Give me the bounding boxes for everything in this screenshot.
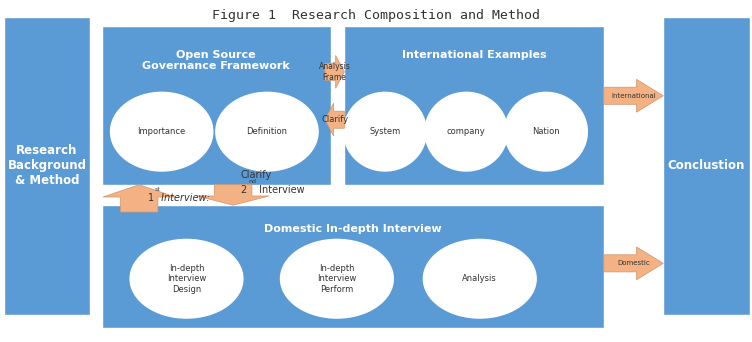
Text: In-depth
Interview
Perform: In-depth Interview Perform	[317, 264, 356, 294]
Text: 1: 1	[148, 193, 154, 203]
Bar	[344, 26, 604, 185]
Ellipse shape	[344, 92, 426, 171]
Text: Clarify: Clarify	[241, 170, 272, 180]
Polygon shape	[325, 55, 344, 88]
Ellipse shape	[130, 239, 243, 318]
Text: Conclustion: Conclustion	[668, 159, 745, 172]
Text: st: st	[154, 187, 160, 192]
Text: In-depth
Interview
Design: In-depth Interview Design	[167, 264, 206, 294]
Ellipse shape	[505, 92, 587, 171]
Text: Definition: Definition	[247, 127, 287, 136]
Polygon shape	[604, 79, 663, 112]
Bar	[663, 17, 750, 315]
Text: Clarify: Clarify	[321, 115, 348, 124]
Text: Figure 1  Research Composition and Method: Figure 1 Research Composition and Method	[212, 9, 540, 22]
Text: Domestic: Domestic	[617, 260, 650, 266]
Text: Nation: Nation	[532, 127, 559, 136]
Text: Importance: Importance	[138, 127, 186, 136]
Ellipse shape	[280, 239, 393, 318]
Bar	[4, 17, 90, 315]
Text: Domestic In-depth Interview: Domestic In-depth Interview	[264, 224, 441, 234]
Text: Analysis
Frame: Analysis Frame	[319, 62, 350, 81]
Text: company: company	[447, 127, 486, 136]
Polygon shape	[197, 185, 269, 205]
Text: International Examples: International Examples	[402, 50, 547, 60]
Text: System: System	[369, 127, 401, 136]
Bar	[102, 26, 331, 185]
Bar	[102, 205, 604, 328]
Text: Analysis: Analysis	[462, 274, 497, 283]
Text: Research
Background
& Method: Research Background & Method	[8, 144, 86, 187]
Text: International: International	[611, 93, 656, 99]
Polygon shape	[325, 103, 344, 136]
Text: Open Source
Governance Framework: Open Source Governance Framework	[142, 50, 290, 71]
Text: Interview:: Interview:	[158, 193, 210, 203]
Ellipse shape	[423, 239, 536, 318]
Polygon shape	[604, 247, 663, 280]
Ellipse shape	[216, 92, 318, 171]
Text: Interview: Interview	[256, 185, 305, 195]
Text: 2: 2	[241, 185, 247, 195]
Ellipse shape	[425, 92, 508, 171]
Polygon shape	[103, 185, 175, 212]
Text: nd: nd	[248, 179, 256, 184]
Ellipse shape	[111, 92, 213, 171]
